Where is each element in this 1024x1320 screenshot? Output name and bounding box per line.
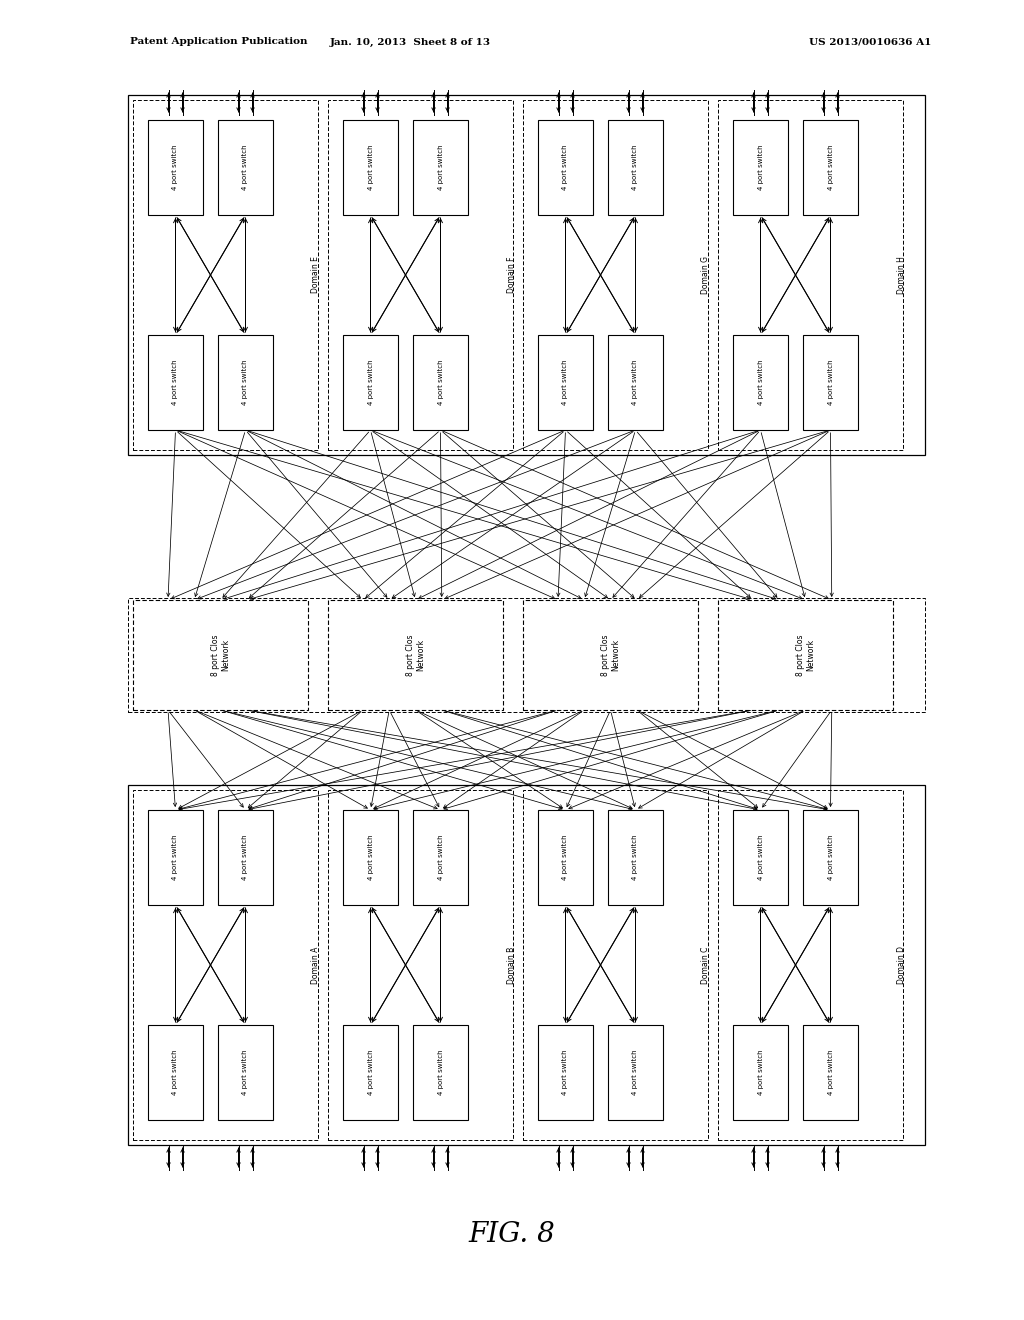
Bar — [218, 1026, 273, 1119]
Bar — [133, 789, 318, 1140]
Text: Domain H: Domain H — [896, 256, 905, 294]
Text: 4 port switch: 4 port switch — [172, 359, 178, 405]
Text: Domain F: Domain F — [507, 257, 515, 293]
Text: 4 port switch: 4 port switch — [827, 145, 834, 190]
Text: Domain C: Domain C — [701, 946, 711, 983]
Text: 4 port switch: 4 port switch — [437, 145, 443, 190]
Bar — [328, 601, 503, 710]
Bar — [218, 335, 273, 430]
Bar — [608, 335, 663, 430]
Text: 4 port switch: 4 port switch — [368, 834, 374, 880]
Text: 4 port switch: 4 port switch — [243, 359, 249, 405]
Bar — [148, 810, 203, 906]
Text: 4 port switch: 4 port switch — [172, 145, 178, 190]
Bar — [128, 785, 925, 1144]
Text: Domain A: Domain A — [311, 946, 321, 983]
Bar — [608, 810, 663, 906]
Text: US 2013/0010636 A1: US 2013/0010636 A1 — [809, 37, 931, 46]
Text: FIG. 8: FIG. 8 — [469, 1221, 555, 1249]
Bar — [803, 810, 858, 906]
Bar — [733, 810, 788, 906]
Bar — [538, 335, 593, 430]
Bar — [328, 100, 513, 450]
Bar — [133, 601, 308, 710]
Text: Domain B: Domain B — [507, 946, 515, 983]
Bar — [733, 120, 788, 215]
Bar — [413, 120, 468, 215]
Text: 4 port switch: 4 port switch — [633, 1049, 639, 1096]
Text: 4 port switch: 4 port switch — [633, 834, 639, 880]
Bar — [133, 100, 318, 450]
Text: Domain E: Domain E — [311, 256, 321, 293]
Bar — [128, 598, 925, 711]
Bar — [523, 100, 708, 450]
Text: 4 port switch: 4 port switch — [437, 359, 443, 405]
Bar — [538, 120, 593, 215]
Text: 4 port switch: 4 port switch — [827, 1049, 834, 1096]
Bar — [538, 810, 593, 906]
Bar — [413, 335, 468, 430]
Text: Domain G: Domain G — [701, 256, 711, 294]
Bar — [328, 789, 513, 1140]
Text: 4 port switch: 4 port switch — [243, 1049, 249, 1096]
Text: 4 port switch: 4 port switch — [172, 1049, 178, 1096]
Bar — [148, 335, 203, 430]
Text: 4 port switch: 4 port switch — [562, 359, 568, 405]
Text: 4 port switch: 4 port switch — [437, 1049, 443, 1096]
Text: 4 port switch: 4 port switch — [633, 145, 639, 190]
Bar — [523, 601, 698, 710]
Text: 4 port switch: 4 port switch — [368, 1049, 374, 1096]
Bar — [803, 1026, 858, 1119]
Bar — [218, 810, 273, 906]
Bar — [608, 120, 663, 215]
Bar — [718, 601, 893, 710]
Text: 4 port switch: 4 port switch — [243, 834, 249, 880]
Text: Patent Application Publication: Patent Application Publication — [130, 37, 307, 46]
Bar — [413, 1026, 468, 1119]
Text: 4 port switch: 4 port switch — [562, 1049, 568, 1096]
Text: 4 port switch: 4 port switch — [758, 834, 764, 880]
Bar — [343, 1026, 398, 1119]
Bar — [343, 810, 398, 906]
Text: Domain D: Domain D — [896, 946, 905, 983]
Text: 8 port Clos
Network: 8 port Clos Network — [796, 634, 815, 676]
Text: 4 port switch: 4 port switch — [172, 834, 178, 880]
Bar — [608, 1026, 663, 1119]
Text: 4 port switch: 4 port switch — [562, 834, 568, 880]
Bar — [733, 1026, 788, 1119]
Bar — [538, 1026, 593, 1119]
Bar — [343, 120, 398, 215]
Bar — [148, 1026, 203, 1119]
Text: 4 port switch: 4 port switch — [368, 145, 374, 190]
Text: 4 port switch: 4 port switch — [368, 359, 374, 405]
Text: 4 port switch: 4 port switch — [758, 359, 764, 405]
Text: 8 port Clos
Network: 8 port Clos Network — [211, 634, 230, 676]
Text: Jan. 10, 2013  Sheet 8 of 13: Jan. 10, 2013 Sheet 8 of 13 — [330, 37, 490, 46]
Text: 4 port switch: 4 port switch — [562, 145, 568, 190]
Text: 4 port switch: 4 port switch — [827, 834, 834, 880]
Text: 8 port Clos
Network: 8 port Clos Network — [406, 634, 425, 676]
Bar — [733, 335, 788, 430]
Text: 4 port switch: 4 port switch — [633, 359, 639, 405]
Bar — [148, 120, 203, 215]
Bar — [128, 95, 925, 455]
Bar — [343, 335, 398, 430]
Bar — [523, 789, 708, 1140]
Text: 4 port switch: 4 port switch — [827, 359, 834, 405]
Text: 4 port switch: 4 port switch — [758, 145, 764, 190]
Bar — [413, 810, 468, 906]
Bar — [803, 335, 858, 430]
Bar — [218, 120, 273, 215]
Text: 8 port Clos
Network: 8 port Clos Network — [601, 634, 621, 676]
Text: 4 port switch: 4 port switch — [758, 1049, 764, 1096]
Text: 4 port switch: 4 port switch — [437, 834, 443, 880]
Bar — [718, 100, 903, 450]
Bar — [718, 789, 903, 1140]
Text: 4 port switch: 4 port switch — [243, 145, 249, 190]
Bar — [803, 120, 858, 215]
